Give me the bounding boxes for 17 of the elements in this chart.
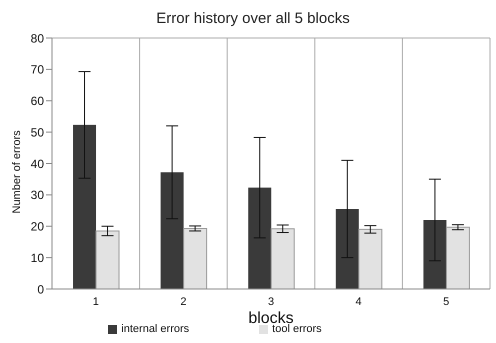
y-tick-label: 70 bbox=[30, 62, 44, 77]
x-tick-label: 3 bbox=[268, 296, 274, 308]
y-tick-label: 80 bbox=[30, 31, 44, 46]
legend-label: internal errors bbox=[121, 323, 190, 335]
y-tick-label: 0 bbox=[37, 282, 44, 296]
y-tick-label: 10 bbox=[30, 250, 44, 265]
x-tick-label: 2 bbox=[180, 296, 186, 308]
chart-title: Error history over all 5 blocks bbox=[155, 10, 351, 27]
x-tick-label: 4 bbox=[356, 296, 362, 308]
y-tick-label: 40 bbox=[30, 156, 44, 171]
x-tick-label: 1 bbox=[92, 296, 99, 308]
y-tick-label: 60 bbox=[30, 94, 44, 108]
y-tick-label: 50 bbox=[30, 125, 44, 140]
x-tick-label: 5 bbox=[443, 296, 450, 308]
y-tick-label: 30 bbox=[30, 188, 44, 202]
y-tick-label: 20 bbox=[30, 220, 44, 234]
y-axis-title: Number of errors bbox=[10, 130, 23, 214]
